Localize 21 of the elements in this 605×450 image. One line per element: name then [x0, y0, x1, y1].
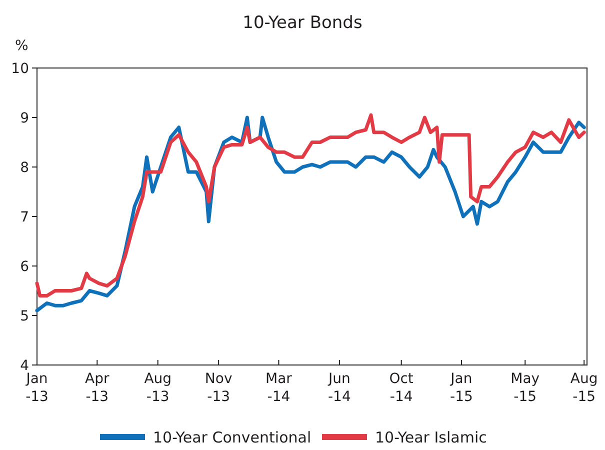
- y-tick-label: 4: [20, 358, 30, 374]
- x-tick-label: Jun -14: [328, 371, 351, 405]
- x-tick-label: Oct -14: [389, 371, 414, 405]
- x-tick-label: Aug -15: [570, 371, 598, 405]
- x-tick-label: Apr -13: [85, 371, 110, 405]
- y-tick-label: 9: [20, 110, 29, 126]
- y-tick-label: 8: [20, 160, 29, 176]
- x-tick-label: Aug -13: [144, 371, 172, 405]
- y-axis-title: %: [15, 38, 28, 54]
- x-tick-label: Mar -14: [266, 371, 292, 405]
- x-tick-label: Nov -13: [204, 371, 232, 405]
- chart-title: 10-Year Bonds: [242, 13, 362, 33]
- x-tick-label: Jan -13: [25, 371, 48, 405]
- y-tick-label: 6: [20, 258, 30, 275]
- legend-label: 10-Year Islamic: [375, 428, 487, 446]
- x-tick-label: May -15: [510, 371, 540, 405]
- y-tick-label: 7: [20, 209, 29, 226]
- y-tick-label: 10: [11, 60, 29, 77]
- y-tick-label: 5: [20, 308, 29, 324]
- x-tick-label: Jan -15: [450, 371, 473, 405]
- legend-label: 10-Year Conventional: [153, 428, 312, 446]
